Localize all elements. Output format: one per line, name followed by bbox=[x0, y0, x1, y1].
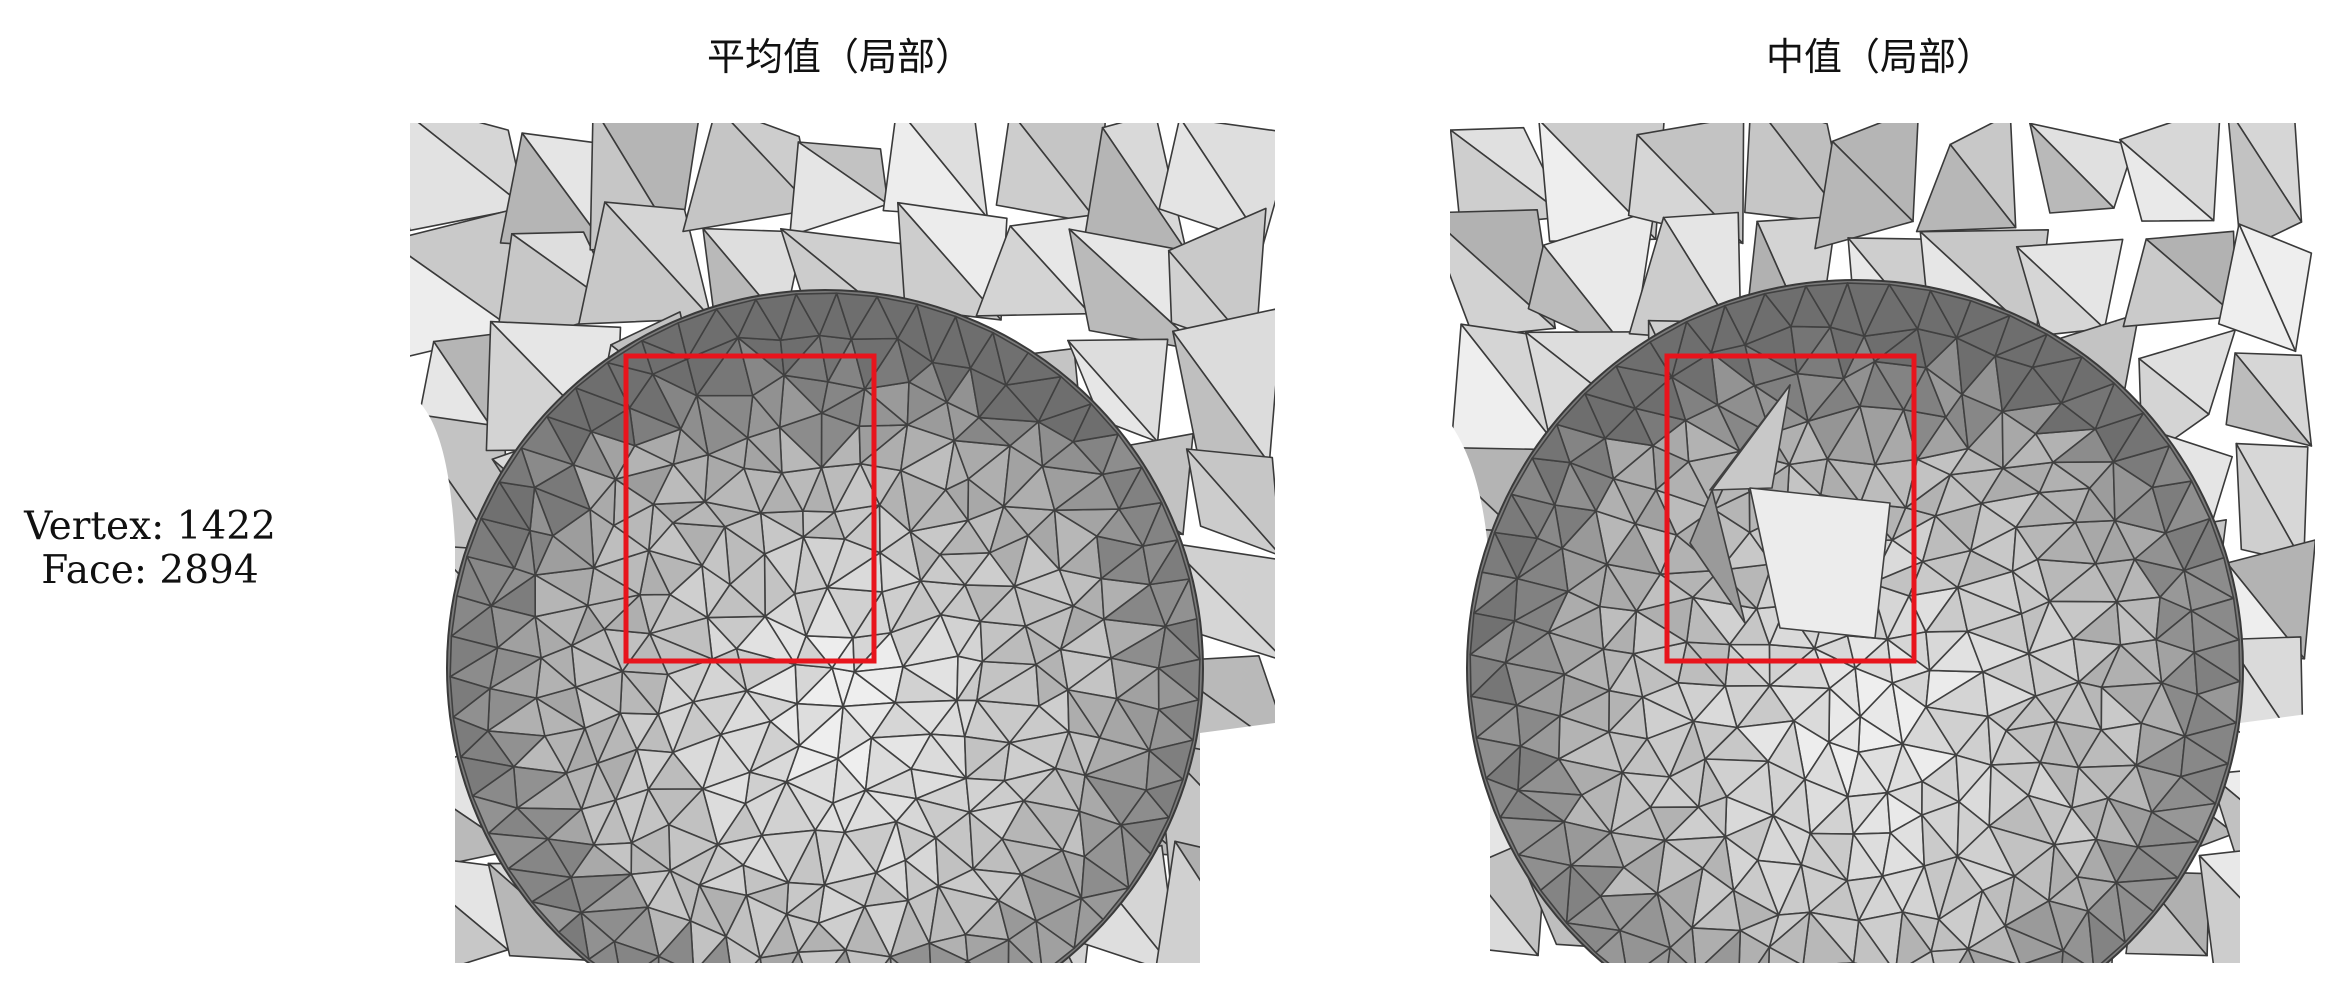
highlight-box bbox=[623, 353, 877, 664]
panel-title-mean: 平均值（局部） bbox=[706, 35, 973, 79]
face-count: Face: 2894 bbox=[41, 548, 259, 593]
mesh-artifact bbox=[1689, 384, 1891, 639]
panel-title-median: 中值（局部） bbox=[1765, 35, 1994, 79]
mesh-stats: Vertex: 1422 Face: 2894 bbox=[0, 505, 300, 593]
vertex-count: Vertex: 1422 bbox=[24, 504, 276, 549]
mesh-render-mean-svg bbox=[410, 123, 1275, 963]
mesh-render-mean bbox=[410, 123, 1275, 963]
mesh-render-median-svg bbox=[1450, 123, 2315, 963]
highlight-box bbox=[1664, 353, 1917, 664]
mesh-render-median bbox=[1450, 123, 2315, 963]
sphere-mesh bbox=[446, 289, 1204, 963]
